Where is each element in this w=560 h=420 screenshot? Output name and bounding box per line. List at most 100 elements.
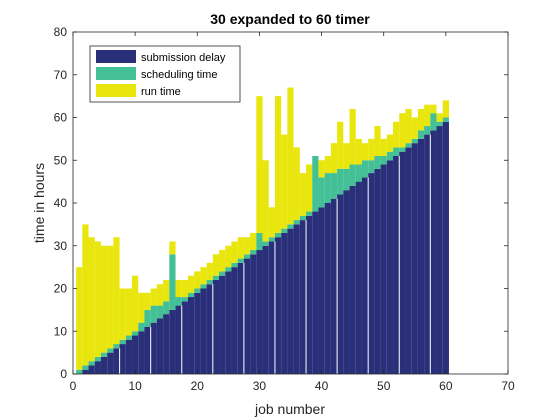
bar-submission-delay-19: [187, 297, 195, 374]
legend-label-run-time: run time: [141, 86, 181, 98]
bar-run-time-25: [225, 245, 232, 268]
bar-submission-delay-14: [156, 318, 164, 374]
bar-submission-delay-9: [125, 339, 133, 374]
x-tick-label: 40: [315, 379, 329, 393]
y-tick-label: 50: [54, 153, 68, 167]
bar-scheduling-time-59: [436, 121, 443, 127]
bar-submission-delay-59: [436, 126, 443, 374]
bar-submission-delay-16: [169, 309, 176, 375]
bar-submission-delay-43: [337, 194, 344, 374]
bar-submission-delay-22: [206, 284, 213, 374]
bar-submission-delay-25: [225, 271, 232, 374]
bar-run-time-19: [187, 275, 195, 293]
bar-run-time-38: [306, 164, 313, 212]
bar-run-time-44: [343, 143, 350, 169]
bar-scheduling-time-10: [132, 331, 139, 336]
bar-submission-delay-34: [281, 232, 288, 374]
x-tick-label: 20: [191, 379, 205, 393]
bars: [76, 87, 449, 375]
bar-submission-delay-52: [393, 155, 400, 374]
bar-submission-delay-20: [194, 292, 201, 374]
bar-scheduling-time-43: [337, 168, 344, 195]
bar-submission-delay-57: [424, 134, 431, 374]
bar-run-time-6: [107, 245, 114, 349]
bar-submission-delay-29: [250, 254, 257, 374]
bar-scheduling-time-39: [312, 155, 319, 212]
bar-run-time-42: [330, 143, 338, 174]
bar-scheduling-time-55: [411, 138, 418, 144]
bar-run-time-10: [132, 275, 139, 332]
bar-scheduling-time-51: [386, 151, 394, 161]
bar-run-time-28: [243, 237, 251, 255]
bar-run-time-45: [349, 108, 356, 165]
bar-run-time-53: [399, 113, 406, 148]
bar-run-time-16: [169, 241, 176, 255]
legend-label-submission-delay: submission delay: [141, 52, 226, 64]
bar-scheduling-time-36: [293, 220, 300, 225]
bar-run-time-60: [442, 100, 449, 118]
bar-scheduling-time-52: [393, 147, 400, 156]
bar-scheduling-time-13: [150, 305, 157, 323]
bar-run-time-51: [386, 134, 394, 152]
legend-swatch-scheduling-time: [96, 67, 136, 80]
bar-submission-delay-21: [200, 288, 207, 374]
bar-scheduling-time-14: [156, 305, 164, 319]
bar-submission-delay-33: [274, 237, 282, 374]
bar-scheduling-time-56: [417, 130, 425, 139]
bar-run-time-49: [374, 126, 381, 156]
bar-submission-delay-56: [417, 138, 425, 375]
bar-scheduling-time-50: [380, 155, 387, 165]
bar-scheduling-time-58: [430, 113, 437, 131]
bar-run-time-35: [287, 87, 294, 225]
bar-submission-delay-45: [349, 185, 356, 374]
bar-scheduling-time-22: [206, 279, 213, 285]
bar-run-time-34: [281, 134, 288, 229]
bar-scheduling-time-24: [219, 271, 226, 276]
x-tick-label: 0: [70, 379, 77, 393]
bar-scheduling-time-54: [405, 143, 412, 148]
bar-run-time-47: [361, 143, 369, 161]
bar-run-time-59: [436, 113, 443, 122]
bar-run-time-5: [100, 245, 108, 353]
bar-scheduling-time-47: [361, 160, 369, 178]
bar-scheduling-time-21: [200, 284, 207, 289]
bar-scheduling-time-40: [318, 177, 325, 208]
y-tick-label: 20: [54, 282, 68, 296]
bar-scheduling-time-16: [169, 254, 176, 310]
bar-run-time-8: [119, 288, 126, 340]
bar-run-time-21: [200, 267, 207, 285]
x-axis-ticks: 0 10 20 30 40 50 60 70: [70, 32, 515, 393]
bar-submission-delay-58: [430, 130, 437, 374]
bar-run-time-31: [262, 160, 269, 242]
bar-scheduling-time-48: [368, 160, 375, 174]
bar-submission-delay-23: [212, 279, 220, 374]
bar-scheduling-time-9: [125, 335, 133, 340]
y-tick-label: 10: [54, 324, 68, 338]
bar-submission-delay-32: [268, 241, 275, 374]
bar-scheduling-time-7: [113, 344, 120, 349]
y-tick-label: 30: [54, 239, 68, 253]
bar-scheduling-time-11: [138, 322, 145, 332]
bar-scheduling-time-4: [94, 356, 101, 362]
y-tick-label: 80: [54, 25, 68, 39]
bar-submission-delay-51: [386, 160, 394, 374]
bar-run-time-24: [219, 250, 226, 272]
bar-run-time-40: [318, 160, 325, 178]
bar-submission-delay-54: [405, 147, 412, 374]
bar-submission-delay-48: [368, 173, 375, 374]
bar-scheduling-time-34: [281, 228, 288, 233]
y-axis-ticks: 0 10 20 30 40 50 60 70 80: [54, 25, 508, 381]
bar-run-time-26: [231, 241, 238, 263]
bar-submission-delay-44: [343, 190, 350, 374]
bar-run-time-52: [393, 121, 400, 148]
bar-scheduling-time-23: [212, 275, 220, 280]
bar-run-time-56: [417, 108, 425, 131]
bar-submission-delay-36: [293, 224, 300, 375]
bar-scheduling-time-29: [250, 250, 257, 255]
bar-scheduling-time-32: [268, 237, 275, 242]
bar-scheduling-time-5: [100, 352, 108, 357]
bar-submission-delay-49: [374, 168, 381, 374]
legend-label-scheduling-time: scheduling time: [141, 69, 217, 81]
bar-scheduling-time-37: [299, 215, 307, 221]
